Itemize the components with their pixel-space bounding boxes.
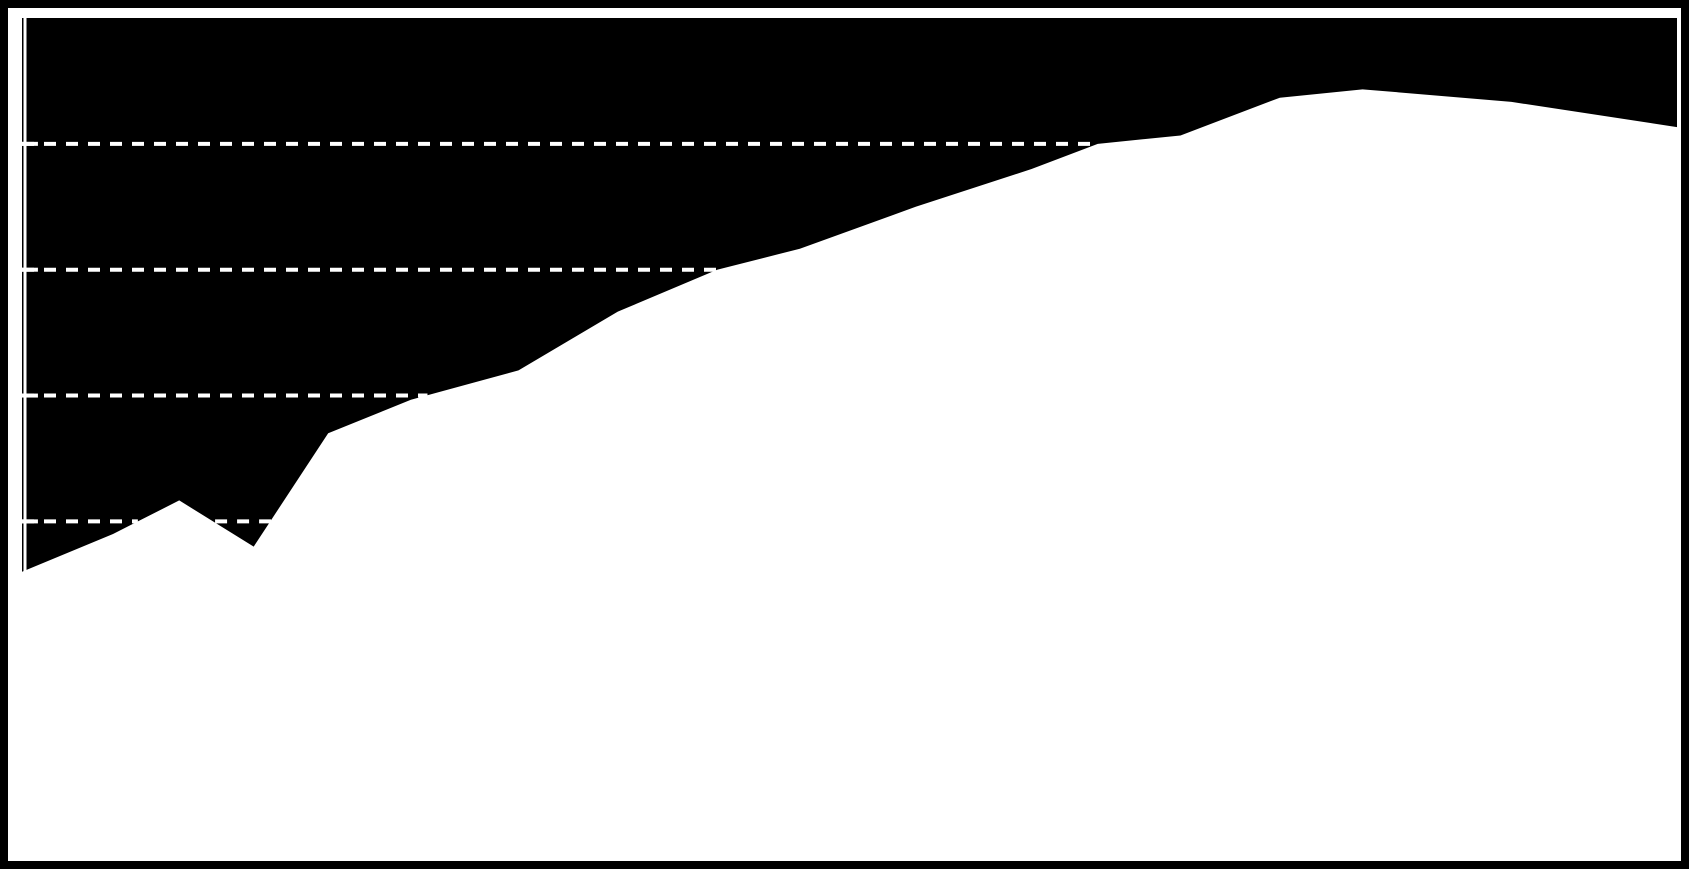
chart-svg [0,0,1689,869]
area-chart [0,0,1689,869]
